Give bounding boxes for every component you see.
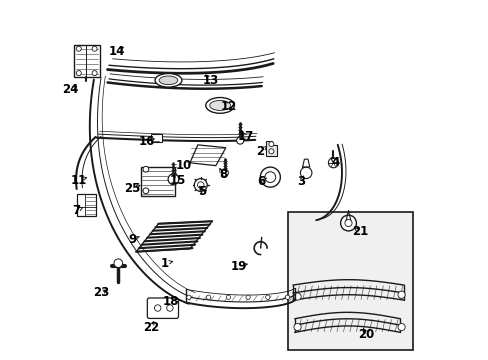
Text: 8: 8 bbox=[219, 168, 226, 181]
Circle shape bbox=[265, 295, 269, 300]
Text: 22: 22 bbox=[143, 320, 159, 333]
Text: 24: 24 bbox=[62, 83, 79, 96]
Circle shape bbox=[293, 323, 301, 330]
Circle shape bbox=[76, 71, 81, 76]
Circle shape bbox=[236, 137, 244, 144]
Text: 23: 23 bbox=[93, 287, 109, 300]
Circle shape bbox=[264, 172, 275, 183]
Circle shape bbox=[194, 179, 207, 192]
Text: 25: 25 bbox=[124, 183, 141, 195]
Text: 16: 16 bbox=[139, 135, 155, 148]
Circle shape bbox=[92, 46, 97, 51]
Circle shape bbox=[260, 167, 280, 187]
Ellipse shape bbox=[155, 73, 182, 87]
Text: 4: 4 bbox=[331, 156, 339, 169]
Circle shape bbox=[268, 149, 273, 154]
Circle shape bbox=[221, 169, 228, 176]
Text: 20: 20 bbox=[358, 328, 374, 341]
Text: 9: 9 bbox=[128, 233, 137, 246]
Circle shape bbox=[268, 141, 273, 147]
Text: 1: 1 bbox=[161, 257, 169, 270]
Circle shape bbox=[226, 295, 230, 300]
Text: 6: 6 bbox=[257, 175, 265, 188]
Circle shape bbox=[293, 293, 301, 300]
Ellipse shape bbox=[209, 100, 230, 111]
Circle shape bbox=[340, 215, 356, 231]
Text: 5: 5 bbox=[198, 185, 206, 198]
Circle shape bbox=[285, 295, 289, 300]
Circle shape bbox=[197, 182, 203, 188]
Circle shape bbox=[142, 166, 148, 172]
Text: 21: 21 bbox=[351, 225, 367, 238]
Text: 10: 10 bbox=[175, 159, 191, 172]
Circle shape bbox=[245, 295, 250, 300]
Text: 18: 18 bbox=[163, 296, 179, 309]
Polygon shape bbox=[190, 145, 225, 166]
Text: 15: 15 bbox=[170, 174, 186, 186]
Circle shape bbox=[328, 158, 338, 168]
Text: 3: 3 bbox=[297, 175, 305, 188]
Ellipse shape bbox=[159, 76, 178, 85]
Circle shape bbox=[344, 220, 351, 226]
Text: 7: 7 bbox=[72, 204, 81, 217]
Text: 12: 12 bbox=[221, 100, 237, 113]
Circle shape bbox=[114, 259, 122, 267]
Bar bbox=[77, 194, 96, 216]
Text: 14: 14 bbox=[109, 45, 125, 58]
Text: 19: 19 bbox=[230, 260, 247, 273]
Circle shape bbox=[76, 46, 81, 51]
Circle shape bbox=[186, 295, 191, 300]
Circle shape bbox=[142, 188, 148, 194]
Text: 17: 17 bbox=[238, 130, 254, 144]
Circle shape bbox=[168, 174, 179, 185]
Circle shape bbox=[92, 71, 97, 76]
Text: 11: 11 bbox=[71, 174, 87, 186]
Circle shape bbox=[397, 323, 405, 330]
Polygon shape bbox=[265, 140, 276, 156]
Circle shape bbox=[397, 291, 405, 298]
Ellipse shape bbox=[205, 98, 234, 113]
Text: 2: 2 bbox=[256, 145, 264, 158]
FancyBboxPatch shape bbox=[287, 212, 412, 350]
Text: 13: 13 bbox=[202, 74, 218, 87]
Bar bbox=[74, 45, 100, 77]
Circle shape bbox=[300, 167, 311, 179]
Circle shape bbox=[206, 295, 210, 300]
Circle shape bbox=[166, 305, 173, 311]
Bar bbox=[151, 134, 162, 141]
Circle shape bbox=[154, 305, 161, 311]
Bar bbox=[140, 167, 174, 196]
FancyBboxPatch shape bbox=[147, 298, 178, 319]
